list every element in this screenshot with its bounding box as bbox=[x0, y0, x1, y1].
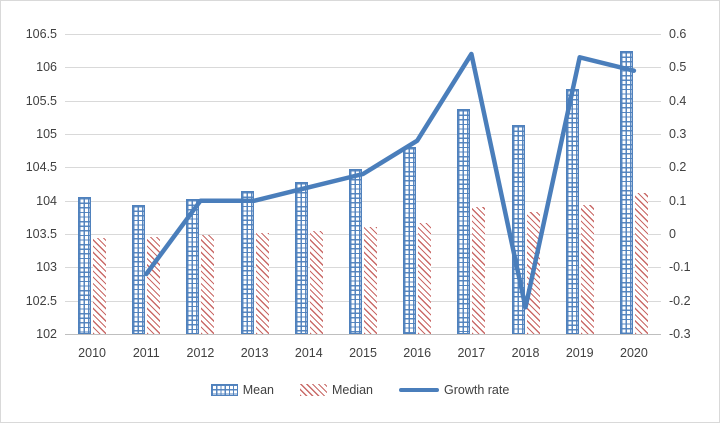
mean-bar-2012 bbox=[186, 199, 200, 334]
median-bar-2019 bbox=[580, 205, 594, 334]
right-axis-tick-label: 0.1 bbox=[669, 193, 687, 208]
median-bar-2014 bbox=[309, 230, 323, 334]
right-axis-tick-label: -0.1 bbox=[669, 260, 691, 275]
x-axis-category-label: 2012 bbox=[186, 346, 215, 360]
x-axis-category-label: 2020 bbox=[620, 346, 648, 360]
legend-item-growth-rate: Growth rate bbox=[398, 383, 510, 397]
right-axis-tick-label: -0.2 bbox=[669, 293, 691, 308]
left-axis-tick-label: 104.5 bbox=[25, 160, 57, 175]
right-axis-tick-label: 0.2 bbox=[669, 160, 687, 175]
x-axis-category-label: 2014 bbox=[294, 346, 323, 360]
left-axis-tick-label: 106.5 bbox=[25, 27, 57, 41]
legend-label-median: Median bbox=[331, 383, 373, 397]
right-axis-tick-label: -0.3 bbox=[669, 327, 691, 341]
chart-legend: Mean Median Growth rate bbox=[1, 377, 719, 403]
left-axis-tick-label: 105 bbox=[36, 127, 57, 141]
x-axis-category-label: 2018 bbox=[511, 346, 540, 360]
right-axis-tick-label: 0 bbox=[669, 227, 676, 241]
median-bar-2016 bbox=[418, 222, 432, 334]
median-bar-2012 bbox=[201, 235, 215, 334]
x-axis-line bbox=[65, 334, 661, 335]
mean-bar-2013 bbox=[240, 190, 254, 334]
x-axis-category-label: 2017 bbox=[457, 346, 486, 360]
left-axis-tick-label: 103 bbox=[36, 260, 57, 275]
mean-bar-2020 bbox=[619, 50, 633, 334]
median-bar-2015 bbox=[364, 226, 377, 334]
growth-rate-line-swatch-icon bbox=[398, 387, 439, 393]
x-axis-category-label: 2015 bbox=[349, 346, 377, 360]
x-axis-category-label: 2016 bbox=[403, 346, 432, 360]
mean-bar-2016 bbox=[403, 147, 417, 334]
median-bar-2010 bbox=[93, 238, 107, 334]
right-axis-tick-label: 0.5 bbox=[669, 60, 687, 75]
gridline bbox=[65, 34, 661, 35]
left-axis-tick-label: 102.5 bbox=[25, 293, 57, 308]
legend-label-growth-rate: Growth rate bbox=[443, 383, 510, 397]
left-axis-tick-label: 106 bbox=[36, 60, 57, 75]
mean-bar-2017 bbox=[457, 108, 471, 334]
mean-bar-2010 bbox=[78, 197, 92, 334]
right-axis-tick-label: 0.4 bbox=[669, 93, 687, 108]
legend-label-mean: Mean bbox=[242, 383, 274, 397]
growth-rate-polyline bbox=[144, 51, 637, 310]
right-axis-tick-label: 0.6 bbox=[669, 27, 687, 41]
legend-item-mean: Mean bbox=[210, 383, 274, 397]
left-axis-tick-label: 102 bbox=[36, 327, 57, 341]
x-axis-category-label: 2011 bbox=[132, 346, 160, 360]
x-axis-category-label: 2010 bbox=[78, 346, 106, 360]
mean-bar-2015 bbox=[349, 169, 362, 334]
median-bar-2011 bbox=[147, 237, 161, 334]
mean-bar-2011 bbox=[132, 205, 146, 334]
median-bar-2017 bbox=[472, 207, 486, 334]
right-axis-tick-label: 0.3 bbox=[669, 127, 687, 141]
left-axis-tick-label: 105.5 bbox=[25, 93, 57, 108]
mean-bar-2019 bbox=[565, 89, 579, 334]
x-axis-category-label: 2013 bbox=[240, 346, 269, 360]
mean-bar-2014 bbox=[294, 182, 308, 334]
legend-item-median: Median bbox=[299, 383, 373, 397]
median-bar-2020 bbox=[634, 192, 648, 334]
gridline bbox=[65, 67, 661, 69]
median-bar-2018 bbox=[526, 212, 540, 334]
mean-swatch-icon bbox=[210, 384, 238, 396]
left-axis-tick-label: 103.5 bbox=[25, 227, 57, 241]
x-axis-category-label: 2019 bbox=[565, 346, 594, 360]
mean-bar-2018 bbox=[511, 125, 525, 334]
median-bar-2013 bbox=[255, 232, 269, 334]
median-swatch-icon bbox=[299, 384, 327, 396]
left-axis-tick-label: 104 bbox=[36, 193, 57, 208]
